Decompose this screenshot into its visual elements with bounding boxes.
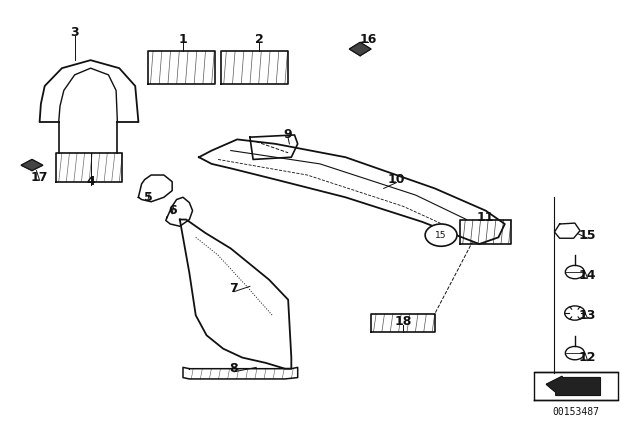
Text: 7: 7 xyxy=(230,282,238,295)
Circle shape xyxy=(565,346,584,360)
Text: 16: 16 xyxy=(359,33,376,46)
Text: 6: 6 xyxy=(168,204,177,217)
Text: 3: 3 xyxy=(70,26,79,39)
Text: 15: 15 xyxy=(435,231,447,240)
Polygon shape xyxy=(546,376,600,396)
Text: 5: 5 xyxy=(143,191,152,204)
Text: 9: 9 xyxy=(284,129,292,142)
Circle shape xyxy=(425,224,457,246)
Text: 4: 4 xyxy=(86,175,95,188)
Circle shape xyxy=(565,265,584,279)
Text: 2: 2 xyxy=(255,33,264,46)
Polygon shape xyxy=(349,43,371,56)
Text: 15: 15 xyxy=(579,228,596,241)
Text: 14: 14 xyxy=(579,269,596,282)
Text: 17: 17 xyxy=(31,171,49,184)
Text: 13: 13 xyxy=(579,309,596,322)
Text: 11: 11 xyxy=(477,211,495,224)
Text: 8: 8 xyxy=(230,362,238,375)
Text: 1: 1 xyxy=(179,33,188,46)
Circle shape xyxy=(564,306,585,320)
Polygon shape xyxy=(21,159,43,171)
Text: 18: 18 xyxy=(394,315,412,328)
Text: 12: 12 xyxy=(579,351,596,364)
Text: 10: 10 xyxy=(388,173,405,186)
Text: 00153487: 00153487 xyxy=(553,407,600,418)
